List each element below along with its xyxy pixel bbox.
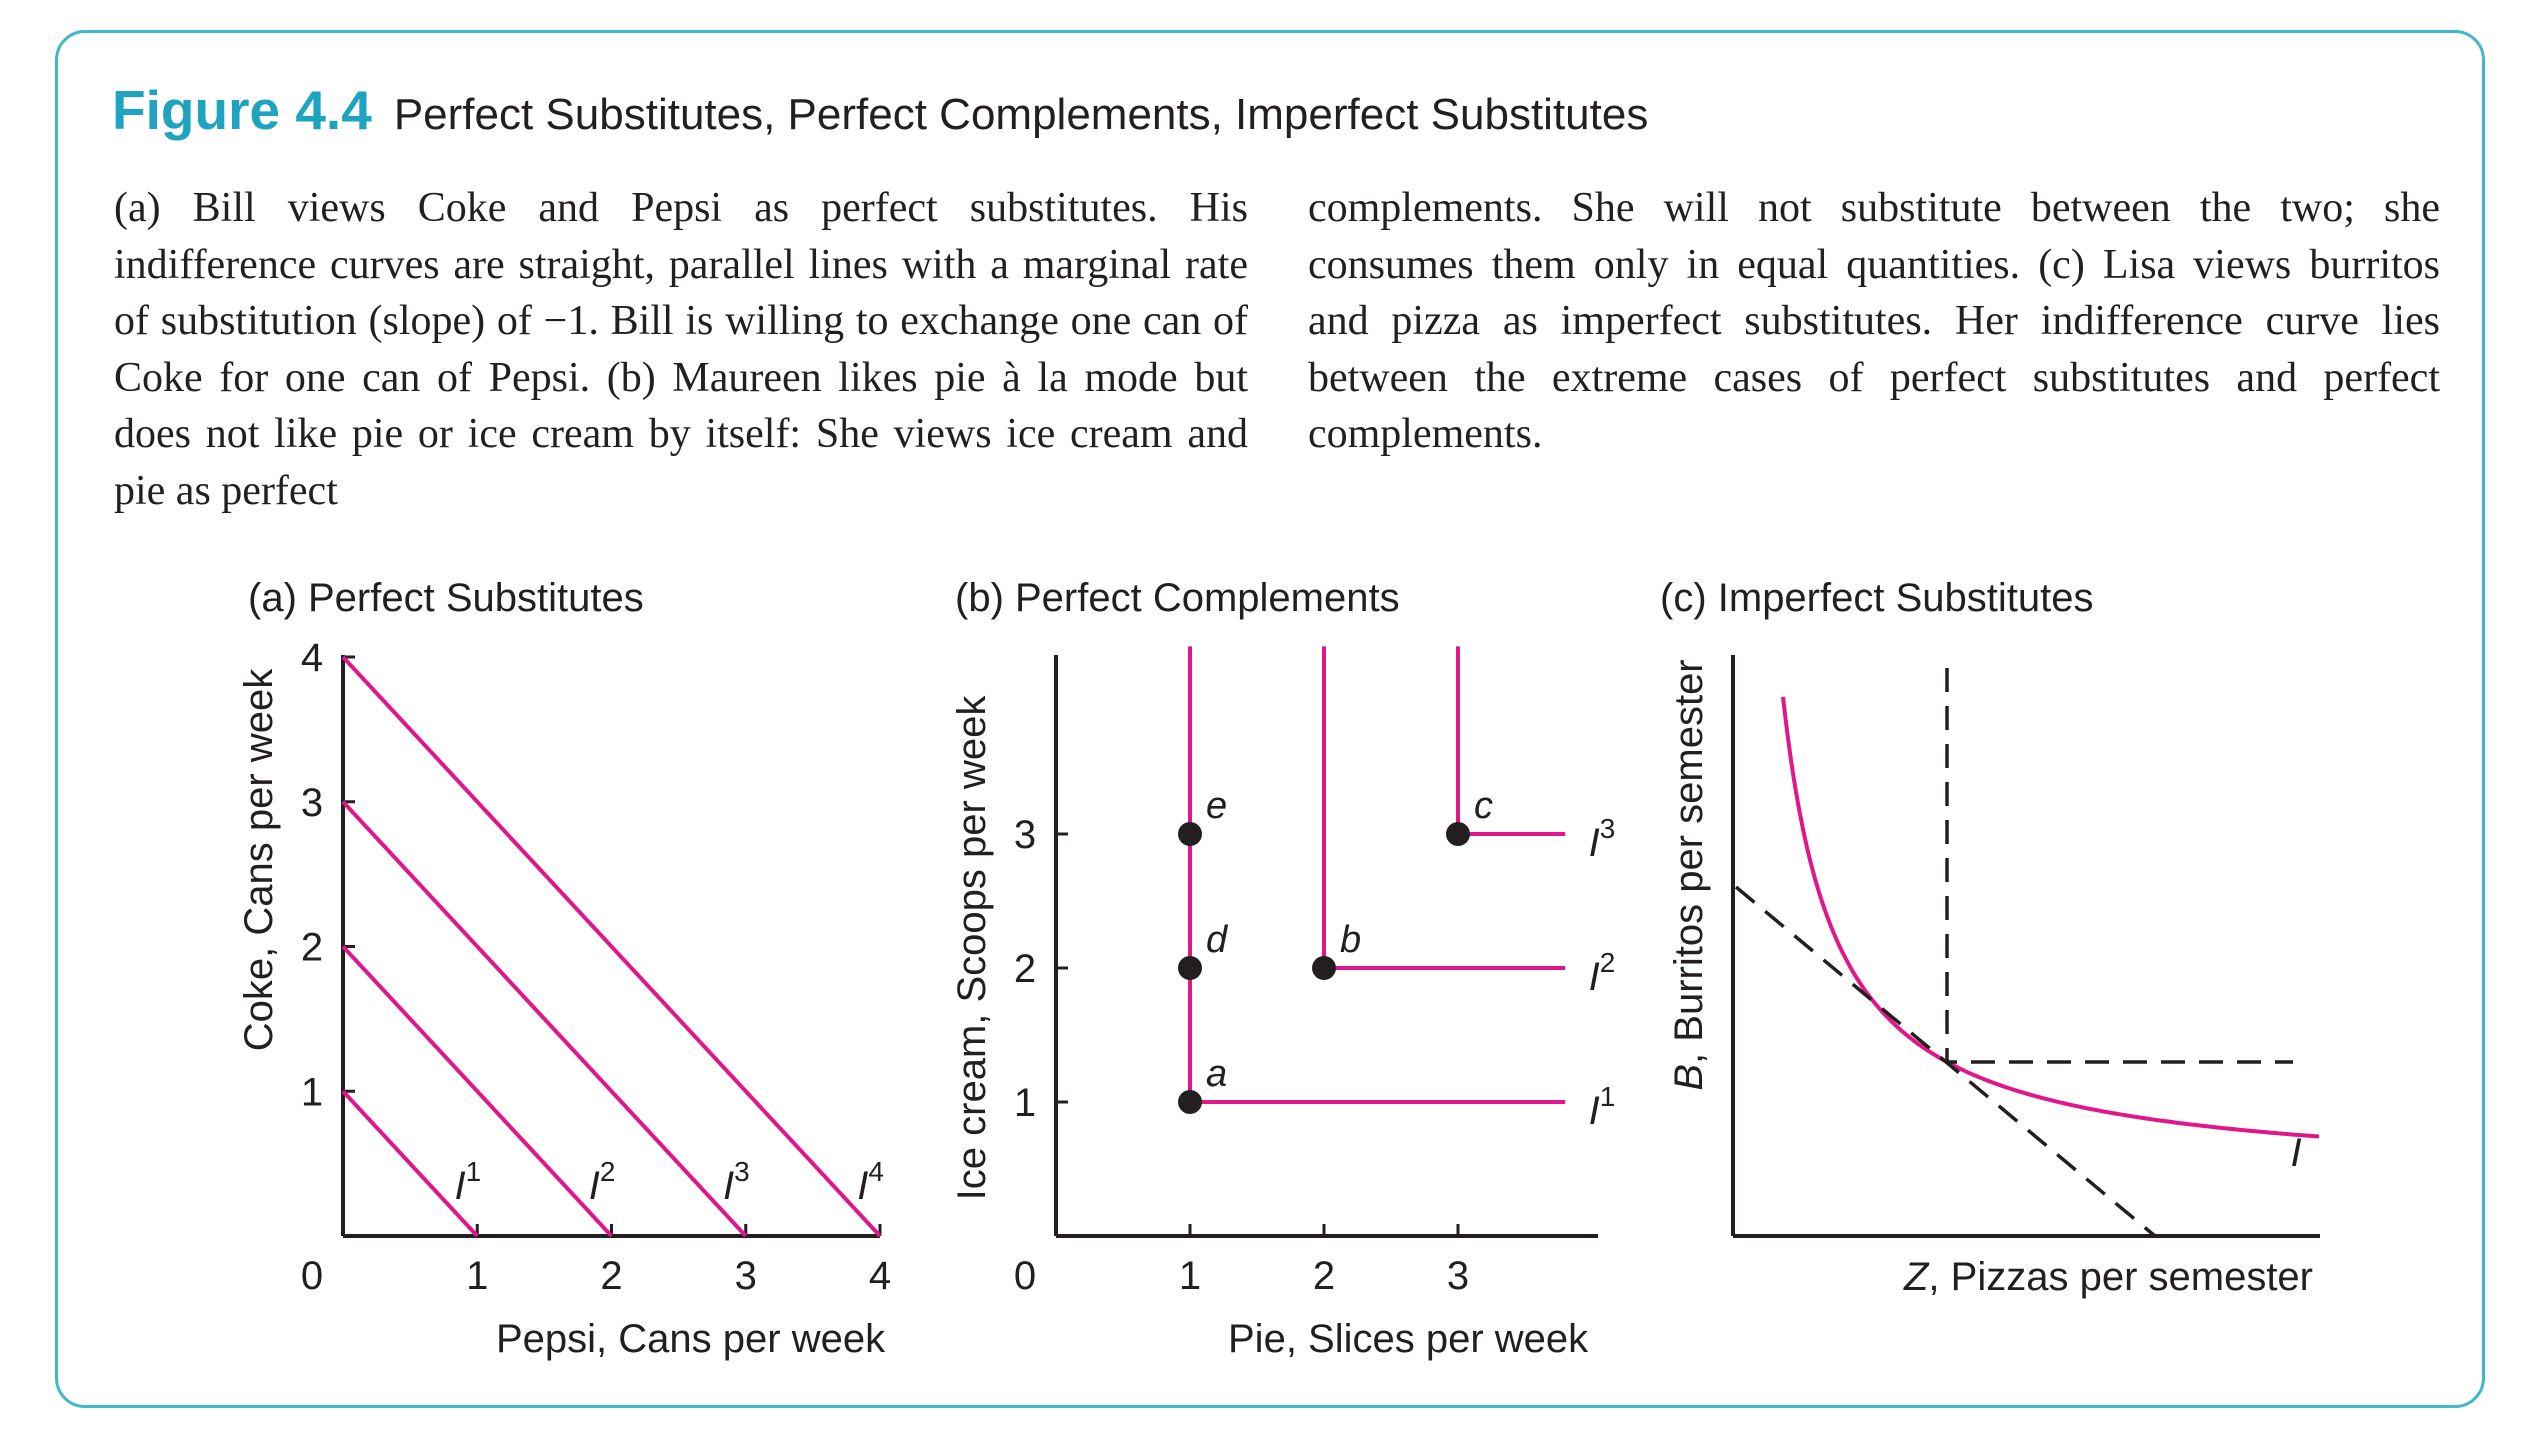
panel-b-bundle-point-a [1178, 1090, 1202, 1114]
panel-b-y-tick-label: 2 [1014, 947, 1036, 991]
panel-b-origin-label: 0 [1014, 1254, 1036, 1298]
panel-c-y-label: B, Burritos per semester [1667, 659, 1711, 1090]
panel-b-title: (b) Perfect Complements [955, 576, 1400, 620]
panel-a-x-label: Pepsi, Cans per week [496, 1317, 886, 1361]
panel-a-curve-label-I1: I1 [455, 1156, 482, 1208]
panel-b-bundle-label-c: c [1474, 785, 1493, 827]
caption-right: complements. She will not substitute bet… [1308, 185, 2440, 457]
panel-b-bundle-label-e: e [1206, 785, 1227, 827]
panel-a-y-tick-label: 1 [301, 1070, 323, 1114]
panel-b-bundle-point-c [1446, 822, 1470, 846]
panel-b-bundle-point-e [1178, 822, 1202, 846]
panel-a-title: (a) Perfect Substitutes [248, 576, 644, 620]
caption-left: (a) Bill views Coke and Pepsi as perfect… [114, 185, 1248, 514]
panel-a-curve-label-I4: I4 [857, 1156, 884, 1208]
panel-a-indifference-curve-I4 [341, 655, 882, 1238]
panel-b-bundle-point-d [1178, 956, 1202, 980]
panel-a-y-tick-label: 2 [301, 926, 323, 970]
panel-b-curve-label-I2: I2 [1589, 947, 1616, 999]
panel-c-title: (c) Imperfect Substitutes [1660, 576, 2093, 620]
panel-a-y-tick-label: 4 [301, 636, 323, 680]
panel-b-x-label: Pie, Slices per week [1228, 1317, 1589, 1361]
panel-a-curve-label-I3: I3 [723, 1156, 750, 1208]
panel-b-x-tick-label: 3 [1447, 1254, 1469, 1298]
figure-label: Figure 4.4 [112, 79, 372, 141]
panel-b-x-tick-label: 1 [1179, 1254, 1201, 1298]
panel-b-y-label: Ice cream, Scoops per week [950, 695, 994, 1201]
panel-b-curve-label-I3: I3 [1589, 813, 1616, 865]
panel-a-y-label: Coke, Cans per week [237, 668, 281, 1051]
panel-c-indifference-curve-I [1781, 696, 2320, 1139]
panel-a-x-tick-label: 4 [869, 1254, 891, 1298]
panel-a-indifference-curve-I2 [341, 945, 613, 1238]
panel-b-bundle-label-b: b [1340, 919, 1361, 961]
panel-a-origin-label: 0 [301, 1254, 323, 1298]
panel-a-x-tick-label: 2 [600, 1254, 622, 1298]
panel-b-bundle-label-d: d [1206, 919, 1229, 961]
panel-b-bundle-label-a: a [1206, 1053, 1227, 1095]
panel-a-y-tick-label: 3 [301, 781, 323, 825]
panel-a-x-tick-label: 1 [466, 1254, 488, 1298]
panel-b-indifference-curve-I1 [1188, 646, 1566, 1104]
panel-a-indifference-curve-I1 [341, 1089, 479, 1238]
figure-title: Perfect Substitutes, Perfect Complements… [393, 90, 1649, 139]
panel-a-curve-label-I2: I2 [589, 1156, 616, 1208]
panel-b-curve-label-I1: I1 [1589, 1081, 1616, 1133]
panel-b-y-tick-label: 3 [1014, 813, 1036, 857]
panel-a-x-tick-label: 3 [735, 1254, 757, 1298]
panel-b-x-tick-label: 2 [1313, 1254, 1335, 1298]
panel-c-x-label: Z, Pizzas per semester [1903, 1255, 2313, 1299]
figure-header: Figure 4.4 Perfect Substitutes, Perfect C… [112, 78, 1648, 142]
panel-b-bundle-point-b [1312, 956, 1336, 980]
panel-b-y-tick-label: 1 [1014, 1081, 1036, 1125]
panel-c-perfect-complements-dashed-corner [1945, 668, 2293, 1064]
figure-frame [55, 30, 2485, 1408]
panel-a-indifference-curve-I3 [341, 800, 748, 1238]
panel-c-curve-label-I: I [2290, 1131, 2301, 1175]
